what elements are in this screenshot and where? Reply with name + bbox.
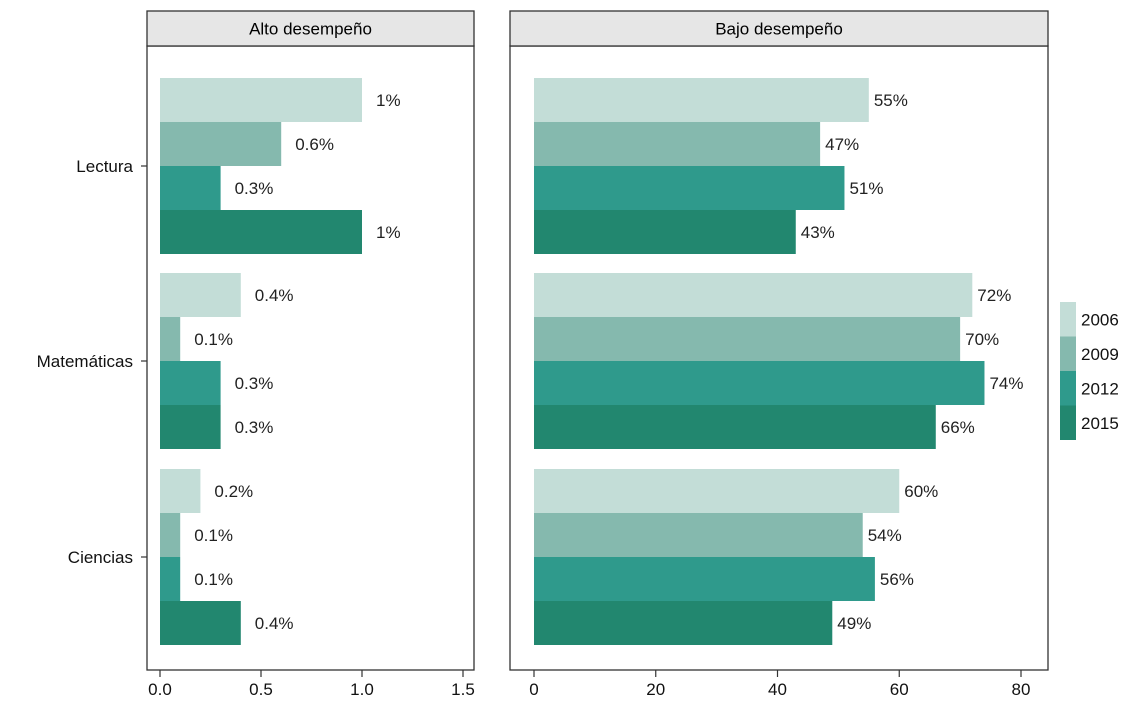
panel-1-bar-Matemáticas-2006	[160, 273, 241, 317]
panel-2-data-label: 70%	[965, 330, 999, 349]
panel-1-header	[146, 10, 475, 47]
panel-2-tick-label: 40	[768, 680, 787, 699]
panel-1-data-label: 0.4%	[255, 614, 294, 633]
category-label: Ciencias	[68, 548, 133, 567]
panel-1-data-label: 0.1%	[194, 570, 233, 589]
panel-1-bar-Matemáticas-2012	[160, 361, 221, 405]
panel-2-data-label: 56%	[880, 570, 914, 589]
panel-1-tick-label: 1.0	[350, 680, 374, 699]
panel-1-bar-Lectura-2015	[160, 210, 362, 254]
panel-2-data-label: 47%	[825, 135, 859, 154]
legend-swatch-2009	[1060, 336, 1076, 371]
panel-2-bar-Lectura-2006	[534, 78, 869, 122]
panel-2-data-label: 55%	[874, 91, 908, 110]
panel-1-data-label: 0.2%	[214, 482, 253, 501]
panel-1-data-label: 1%	[376, 91, 401, 110]
panel-2-tick-label: 60	[890, 680, 909, 699]
panel-1-bar-Matemáticas-2015	[160, 405, 221, 449]
panel-2-data-label: 72%	[977, 286, 1011, 305]
panel-2-data-label: 54%	[868, 526, 902, 545]
panel-2-bar-Ciencias-2012	[534, 557, 875, 601]
panel-1-bar-Ciencias-2006	[160, 469, 201, 513]
panel-1-data-label: 1%	[376, 223, 401, 242]
panel-1-tick-label: 1.5	[451, 680, 475, 699]
legend-label: 2012	[1081, 379, 1119, 398]
legend-swatch-2012	[1060, 371, 1076, 406]
legend-label: 2015	[1081, 414, 1119, 433]
panel-1-bar-Lectura-2009	[160, 122, 282, 166]
category-label: Lectura	[76, 157, 133, 176]
panel-2-bar-Lectura-2012	[534, 166, 845, 210]
panel-2-tick-label: 0	[529, 680, 538, 699]
panel-1-bar-Ciencias-2015	[160, 601, 241, 645]
panel-2-title: Bajo desempeño	[715, 20, 843, 39]
panel-1-bar-Ciencias-2012	[160, 557, 181, 601]
panel-1-data-label: 0.3%	[235, 374, 274, 393]
panel-1-title: Alto desempeño	[249, 20, 372, 39]
panel-1-bar-Matemáticas-2009	[160, 317, 181, 361]
panel-2-data-label: 66%	[941, 418, 975, 437]
panel-2-data-label: 51%	[849, 179, 883, 198]
panel-1-tick-label: 0.5	[249, 680, 273, 699]
panel-2-bar-Matemáticas-2015	[534, 405, 936, 449]
panel-1-bar-Ciencias-2009	[160, 513, 181, 557]
panel-2-tick-label: 20	[646, 680, 665, 699]
panel-2-tick-label: 80	[1012, 680, 1031, 699]
panel-2-data-label: 49%	[837, 614, 871, 633]
legend-swatch-2006	[1060, 302, 1076, 337]
panel-1-data-label: 0.1%	[194, 526, 233, 545]
panel-2-data-label: 74%	[989, 374, 1023, 393]
panel-1-tick-label: 0.0	[148, 680, 172, 699]
panel-2-bar-Ciencias-2015	[534, 601, 833, 645]
panel-1-data-label: 0.3%	[235, 418, 274, 437]
panel-2-bar-Matemáticas-2012	[534, 361, 985, 405]
panel-1-data-label: 0.6%	[295, 135, 334, 154]
panel-1-bar-Lectura-2012	[160, 166, 221, 210]
panel-2-bar-Lectura-2009	[534, 122, 821, 166]
panel-2-header	[509, 10, 1049, 47]
panel-2-bar-Ciencias-2006	[534, 469, 900, 513]
panel-1-data-label: 0.3%	[235, 179, 274, 198]
panel-2-bar-Matemáticas-2009	[534, 317, 961, 361]
panel-1-bar-Lectura-2006	[160, 78, 362, 122]
panel-1-data-label: 0.1%	[194, 330, 233, 349]
legend-swatch-2015	[1060, 405, 1076, 440]
panel-2-bar-Lectura-2015	[534, 210, 796, 254]
legend-label: 2009	[1081, 345, 1119, 364]
legend-label: 2006	[1081, 310, 1119, 329]
panel-1-data-label: 0.4%	[255, 286, 294, 305]
panel-2-data-label: 60%	[904, 482, 938, 501]
category-label: Matemáticas	[37, 352, 133, 371]
panel-2-data-label: 43%	[801, 223, 835, 242]
panel-2-bar-Ciencias-2009	[534, 513, 863, 557]
panel-2-bar-Matemáticas-2006	[534, 273, 973, 317]
